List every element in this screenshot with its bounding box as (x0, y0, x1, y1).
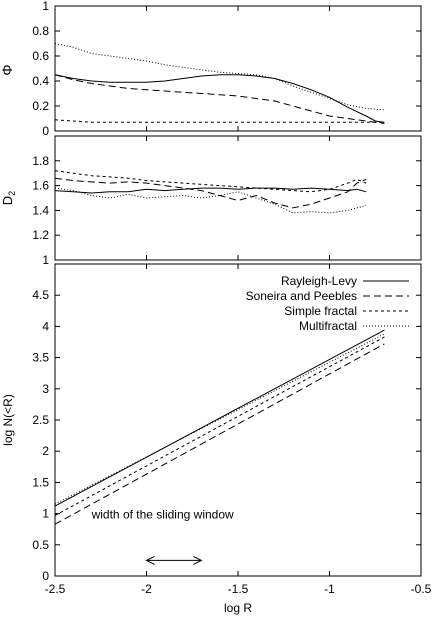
x-tick-label: -1.5 (228, 582, 249, 596)
y-tick-label: 1.6 (32, 179, 49, 193)
y-tick-label: 2.5 (32, 413, 49, 427)
d2-panel: 1 1.2 1.4 1.6 1.8 (32, 135, 422, 267)
y-tick-label: 0.6 (32, 49, 49, 63)
series-line-short-dashed (54, 336, 385, 516)
y-tick-label: 0 (42, 124, 49, 138)
plot-frame (54, 263, 422, 577)
arrow-head-left (145, 555, 155, 565)
y-tick-label: 0.5 (32, 538, 49, 552)
sliding-window-note: width of the sliding window (91, 508, 234, 522)
d2-axis-label-main: D (0, 196, 15, 205)
y-tick-label: 0.8 (32, 24, 49, 38)
y-tick-label: 3.5 (32, 351, 49, 365)
plot-frame (54, 135, 422, 261)
y-tick-label: 3 (42, 382, 49, 396)
series-line-dashed (54, 74, 385, 124)
log-r-axis-label: log R (224, 601, 252, 615)
legend-label: Simple fractal (284, 304, 357, 318)
y-tick-label: 0 (42, 569, 49, 583)
d2-axis-label-sub: 2 (7, 191, 17, 196)
plot-frame (54, 5, 422, 132)
y-tick-label: 1 (42, 0, 49, 13)
d2-axis-label: D2 (0, 191, 17, 205)
y-tick-label: 0.4 (32, 74, 49, 88)
legend-label: Rayleigh-Levy (281, 274, 357, 288)
y-tick-label: 1 (42, 253, 49, 267)
series-line-short-dashed (54, 119, 385, 123)
series-line-dashed (54, 177, 367, 209)
series-line-dotted (54, 333, 385, 505)
y-tick-label: 4.5 (32, 288, 49, 302)
x-tick-label: -1 (324, 582, 335, 596)
legend-label: Soneira and Peebles (246, 289, 357, 303)
y-tick-label: 1 (42, 507, 49, 521)
y-tick-label: 0.2 (32, 99, 49, 113)
legend-label: Multifractal (299, 319, 357, 333)
y-tick-label: 1.4 (32, 203, 49, 217)
series-line-solid (54, 329, 385, 507)
y-tick-label: 4 (42, 319, 49, 333)
x-tick-label: -2 (141, 582, 152, 596)
y-tick-label: 1.5 (32, 475, 49, 489)
phi-axis-label: Φ (0, 64, 15, 75)
x-tick-label: -2.5 (45, 582, 66, 596)
series-line-solid (54, 74, 385, 123)
y-tick-label: 2 (42, 444, 49, 458)
arrow-head-right (193, 555, 203, 565)
series-line-short-dashed (54, 170, 367, 193)
series-line-dashed (54, 343, 385, 525)
log-n-axis-label: log N(<R) (1, 394, 15, 446)
y-tick-label: 1.2 (32, 228, 49, 242)
phi-panel: 0 0.2 0.4 0.6 0.8 1 (32, 0, 422, 138)
cumulative-count-panel: 0 0.5 1 1.5 2 2.5 3 3.5 4 4.5 -2.5 -2 -1.5 -1 -0.5 Rayl… (32, 263, 432, 596)
x-tick-label: -0.5 (411, 582, 432, 596)
series-line-solid (54, 187, 367, 194)
y-tick-label: 1.8 (32, 154, 49, 168)
series-line-dotted (54, 187, 367, 214)
